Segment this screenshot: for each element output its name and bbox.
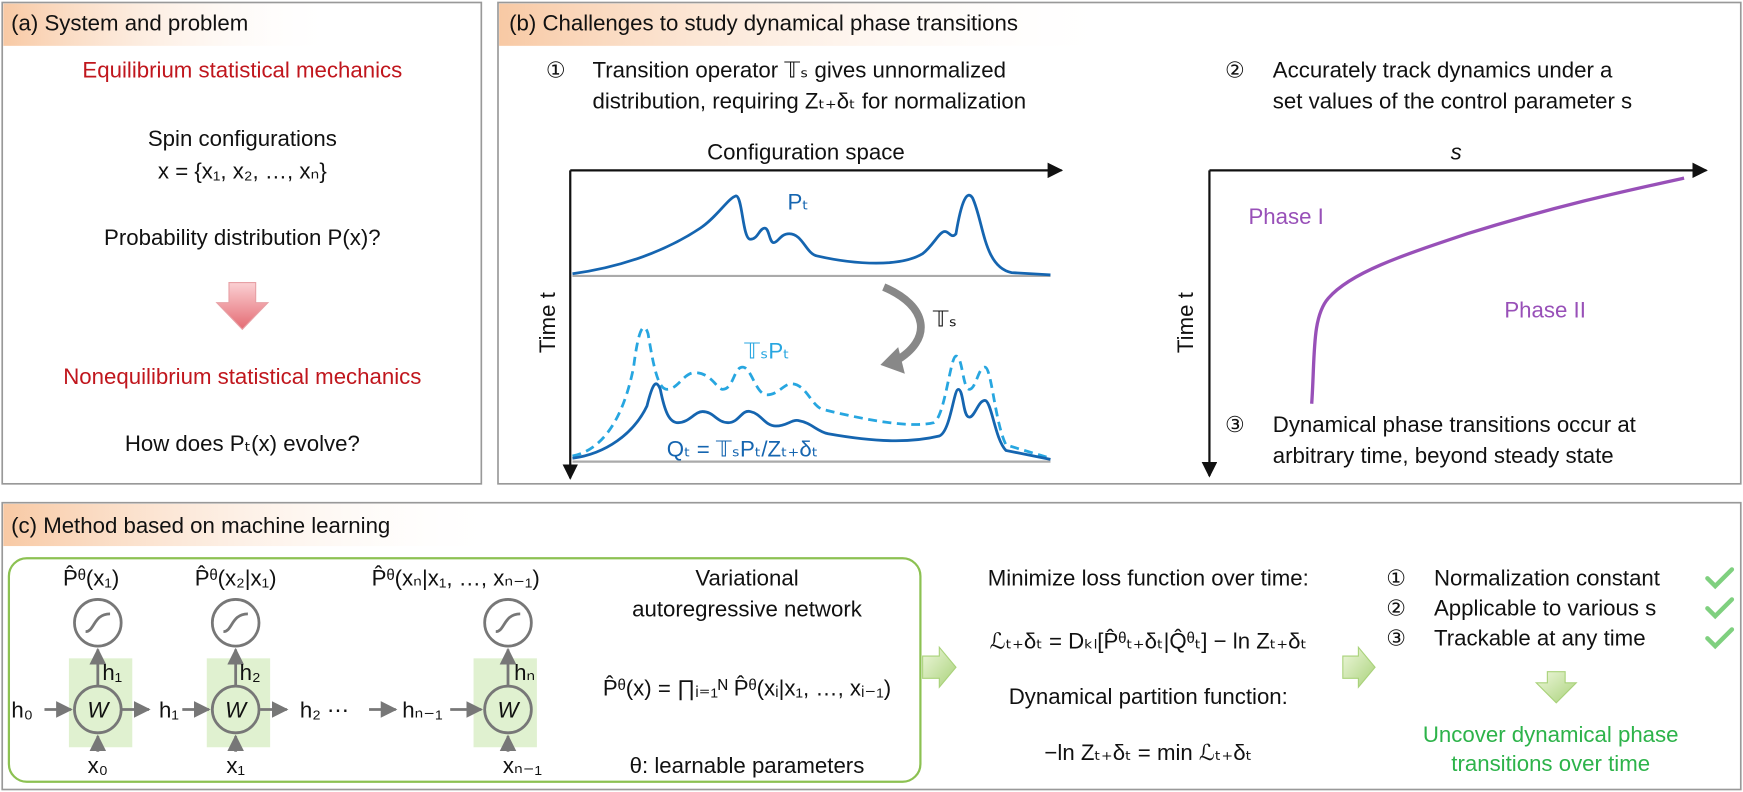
hidden-label: h₂ ⋯ — [300, 698, 349, 723]
panel-border — [1, 1, 483, 485]
checkmarks — [1705, 567, 1735, 650]
loss-formula: ℒₜ₊δₜ = Dₖₗ[P̂ᶿₜ₊δₜ|Q̂ᶿₜ] − ln Zₜ₊δₜ — [990, 629, 1307, 654]
operator-label: 𝕋ₛ — [932, 306, 957, 331]
checkmark — [1705, 627, 1735, 650]
item-number: ① — [546, 57, 566, 82]
panel-b: (b) Challenges to study dynamical phase … — [497, 1, 1742, 485]
operator-arrow-head — [880, 347, 905, 374]
item-text: Dynamical phase transitions occur at — [1273, 412, 1637, 437]
curve-label: Pₜ — [787, 190, 808, 215]
panel-a: (a) System and problem Equilibrium stati… — [1, 1, 483, 485]
output-label: P̂ᶿ(x₁) — [63, 565, 119, 590]
conclusion: transitions over time — [1451, 751, 1650, 776]
item-text: Applicable to various s — [1434, 595, 1656, 620]
input-label: xₙ₋₁ — [503, 753, 542, 778]
item-number: ② — [1386, 595, 1406, 620]
unnormalized-curve — [572, 326, 1051, 460]
formula: x = {x₁, x₂, …, xₙ} — [158, 158, 327, 183]
item-text: Transition operator 𝕋ₛ gives unnormalize… — [592, 57, 1005, 82]
axis-label: Configuration space — [707, 140, 905, 165]
network-title: autoregressive network — [632, 596, 863, 621]
title-bar — [3, 3, 337, 46]
network-formula: P̂ᶿ(x) = ∏ᵢ₌₁ᴺ P̂ᶿ(xᵢ|x₁, …, xᵢ₋₁) — [603, 675, 891, 700]
axis-label: s — [1451, 140, 1462, 165]
input-label: x₁ — [226, 753, 245, 778]
heading: Equilibrium statistical mechanics — [82, 57, 402, 82]
phase-boundary — [1310, 176, 1685, 404]
item-text: set values of the control parameter s — [1273, 88, 1632, 113]
heading: Nonequilibrium statistical mechanics — [63, 364, 421, 389]
partition-title: Dynamical partition function: — [1009, 684, 1288, 709]
weight-label: W — [225, 698, 248, 723]
hidden-label: hₙ — [514, 660, 535, 685]
loss-title: Minimize loss function over time: — [988, 565, 1309, 590]
axis-label: Time t — [1173, 291, 1198, 353]
down-arrow — [215, 282, 270, 331]
hidden-label: hₙ₋₁ — [402, 698, 442, 723]
hidden-label: h₁ — [159, 698, 179, 723]
panel-title: (b) Challenges to study dynamical phase … — [509, 11, 1018, 36]
down-arrow — [1534, 671, 1578, 704]
curve-label: 𝕋ₛPₜ — [743, 339, 789, 364]
sigmoid-node — [73, 598, 123, 648]
output-label: P̂ᶿ(x₂|x₁) — [195, 565, 277, 590]
weight-label: W — [87, 698, 110, 723]
network-box — [7, 557, 922, 783]
item-text: arbitrary time, beyond steady state — [1273, 443, 1614, 468]
output-label: P̂ᶿ(xₙ|x₁, …, xₙ₋₁) — [372, 565, 540, 590]
item-text: distribution, requiring Zₜ₊δₜ for normal… — [592, 88, 1026, 113]
item-number: ③ — [1386, 625, 1406, 650]
hidden-label: h₂ — [240, 660, 261, 685]
normalized-curve — [572, 382, 1051, 461]
panel-c: (c) Method based on machine learning — [1, 501, 1742, 791]
item-number: ② — [1225, 57, 1245, 82]
phase-label: Phase I — [1248, 204, 1323, 229]
phase-label: Phase II — [1504, 297, 1586, 322]
partition-formula: −ln Zₜ₊δₜ = min ℒₜ₊δₜ — [1044, 740, 1252, 765]
hidden-label: h₀ — [11, 698, 33, 723]
checkmark — [1705, 597, 1735, 620]
conclusion: Uncover dynamical phase — [1423, 722, 1679, 747]
item-text: Trackable at any time — [1434, 625, 1646, 650]
sigmoid-node — [483, 598, 533, 648]
operator-arrow — [882, 283, 925, 365]
panel-title: (c) Method based on machine learning — [11, 513, 390, 538]
panel-border — [497, 1, 1742, 485]
connections — [44, 598, 533, 752]
sigmoid-icon — [85, 612, 521, 634]
label: Spin configurations — [148, 126, 337, 151]
title-bar — [499, 3, 1122, 46]
item-text: Normalization constant — [1434, 565, 1661, 590]
parameters: θ: learnable parameters — [630, 753, 865, 778]
item-text: Accurately track dynamics under a — [1273, 57, 1613, 82]
title-bar — [3, 503, 504, 547]
flow-arrow — [1342, 645, 1376, 689]
question: Probability distribution P(x)? — [104, 225, 381, 250]
checkmark — [1705, 567, 1735, 590]
hidden-label: h₁ — [102, 660, 122, 685]
sigmoid-node — [210, 598, 261, 648]
weight-label: W — [498, 698, 521, 723]
network-title: Variational — [695, 565, 798, 590]
distribution-curve — [572, 193, 1051, 277]
item-number: ① — [1386, 565, 1406, 590]
item-number: ③ — [1225, 412, 1245, 437]
curve-label: Qₜ = 𝕋ₛPₜ/Zₜ₊δₜ — [667, 436, 819, 461]
flow-arrow — [922, 645, 957, 689]
question: How does Pₜ(x) evolve? — [125, 431, 360, 456]
panel-title: (a) System and problem — [11, 11, 248, 36]
panel-border — [1, 501, 1742, 791]
axis-label: Time t — [535, 291, 560, 353]
input-label: x₀ — [88, 753, 108, 778]
